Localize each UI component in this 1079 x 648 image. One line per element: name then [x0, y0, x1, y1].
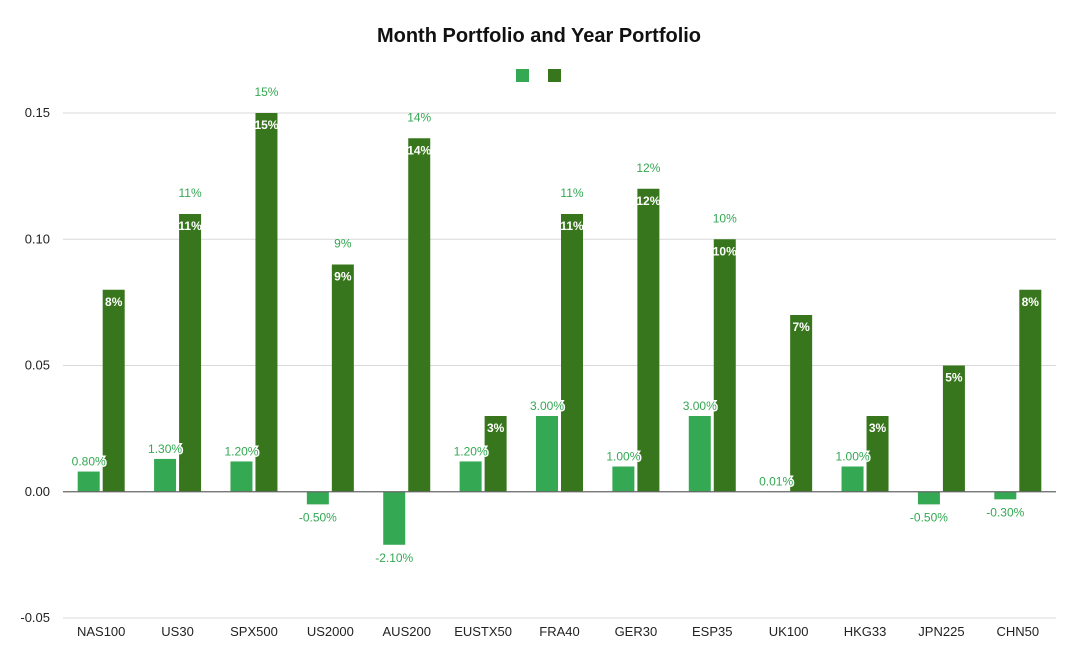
year-bar: [866, 416, 889, 492]
x-tick-label: UK100: [769, 624, 809, 639]
data-label: 0.80%: [72, 455, 106, 469]
data-label: 0.01%: [759, 474, 793, 488]
x-tick-label: EUSTX50: [454, 624, 512, 639]
month-bar: [994, 491, 1017, 500]
year-bar: [942, 365, 965, 492]
data-label: 1.30%: [148, 442, 182, 456]
y-tick-label: 0.00: [25, 484, 50, 499]
data-label: 14%: [407, 110, 431, 124]
x-tick-label: ESP35: [692, 624, 732, 639]
x-tick-label: US30: [161, 624, 194, 639]
data-label: 14%: [407, 143, 431, 157]
legend: [516, 69, 561, 82]
year-bar: [713, 239, 736, 492]
year-bar: [102, 289, 125, 492]
y-tick-label: -0.05: [20, 610, 50, 625]
data-label: 1.20%: [224, 444, 258, 458]
data-label: 11%: [178, 219, 202, 233]
data-label: 12%: [636, 194, 660, 208]
data-label: -0.50%: [299, 510, 337, 524]
bars: [77, 113, 1042, 545]
month-bar: [77, 471, 100, 492]
month-bar: [383, 491, 406, 545]
month-bar: [459, 461, 482, 492]
data-label: 1.00%: [606, 450, 640, 464]
month-bar: [841, 466, 864, 492]
legend-swatch-1: [516, 69, 529, 82]
data-label: 15%: [254, 85, 278, 99]
year-bar: [484, 416, 507, 492]
month-bar: [536, 416, 558, 492]
year-bar: [179, 214, 202, 492]
month-bar: [612, 466, 635, 492]
chart-title: Month Portfolio and Year Portfolio: [377, 25, 701, 47]
data-label: 9%: [334, 237, 352, 251]
data-label: 1.20%: [454, 444, 488, 458]
data-label: -2.10%: [375, 551, 413, 565]
year-bar: [331, 264, 354, 492]
year-bar: [561, 214, 583, 492]
data-label: -0.50%: [910, 510, 948, 524]
data-label: 9%: [334, 270, 352, 284]
data-label: 12%: [636, 161, 660, 175]
month-bar: [306, 491, 329, 505]
x-tick-label: FRA40: [539, 624, 579, 639]
year-bar: [790, 315, 813, 492]
data-label: 1.00%: [836, 450, 870, 464]
month-bar: [688, 416, 711, 492]
month-bar: [154, 458, 177, 492]
data-label: -0.30%: [986, 505, 1024, 519]
legend-swatch-2: [548, 69, 561, 82]
y-tick-label: 0.15: [25, 105, 50, 120]
data-label: 8%: [105, 295, 123, 309]
x-tick-label: SPX500: [230, 624, 278, 639]
data-label: 11%: [560, 219, 584, 233]
data-label: 10%: [713, 211, 737, 225]
year-bar: [637, 188, 660, 492]
data-label: 8%: [1022, 295, 1040, 309]
y-tick-label: 0.05: [25, 358, 50, 373]
data-label: 3.00%: [683, 399, 717, 413]
x-tick-label: GER30: [615, 624, 658, 639]
year-bar: [1019, 289, 1042, 492]
year-bar: [255, 113, 278, 492]
x-axis: NAS100 US30 SPX500 US2000 AUS200 EUSTX50 FRA40…: [77, 624, 1039, 639]
data-label: 11%: [179, 186, 202, 200]
x-tick-label: AUS200: [383, 624, 431, 639]
data-label: 3.00%: [530, 399, 564, 413]
month-bar: [917, 491, 940, 505]
data-label: 3%: [869, 421, 887, 435]
data-labels: 0.80% 8% 1.30% 11% 11% 1.20% 15% 15% -0.50% 9% 9% -…: [70, 85, 1040, 566]
x-tick-label: HKG33: [844, 624, 887, 639]
x-tick-label: JPN225: [918, 624, 964, 639]
data-label: 3%: [487, 421, 505, 435]
data-label: 5%: [945, 371, 963, 385]
data-label: 10%: [713, 244, 737, 258]
x-tick-label: NAS100: [77, 624, 125, 639]
gridlines: [63, 112, 1056, 619]
data-label: 11%: [560, 186, 583, 200]
data-label: 7%: [792, 320, 810, 334]
x-tick-label: CHN50: [996, 624, 1039, 639]
x-tick-label: US2000: [307, 624, 354, 639]
data-label: 15%: [254, 118, 278, 132]
y-axis: -0.05 0.00 0.05 0.10 0.15: [20, 105, 50, 625]
month-bar: [230, 461, 253, 492]
y-tick-label: 0.10: [25, 231, 50, 246]
year-bar: [408, 138, 431, 492]
